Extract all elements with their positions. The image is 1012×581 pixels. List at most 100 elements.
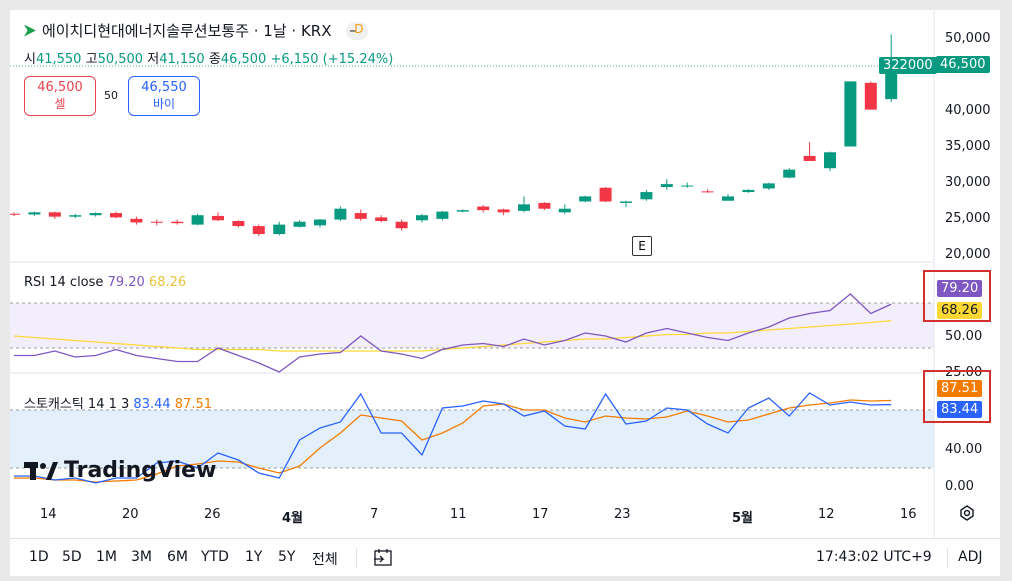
range-3m[interactable]: 3M <box>131 549 152 565</box>
candle-body <box>436 211 449 219</box>
rsi-ma-line <box>13 319 892 352</box>
range-1y[interactable]: 1Y <box>245 549 263 565</box>
time-axis-label: 16 <box>900 507 917 522</box>
highlight-box <box>923 270 991 322</box>
price-axis-label: 25,000 <box>945 211 991 226</box>
watermark-text: TradingView <box>64 458 217 483</box>
candle-body <box>10 213 20 215</box>
range-5y[interactable]: 5Y <box>278 549 296 565</box>
time-axis-label: 5월 <box>732 511 754 526</box>
candle-body <box>620 201 632 203</box>
symbol-legend[interactable]: 에이치디현대에너지솔루션보통주 · 1날 · KRX D <box>24 20 368 41</box>
symbol-title: 에이치디현대에너지솔루션보통주 · 1날 · KRX <box>42 22 332 40</box>
stoch-k-line <box>14 392 892 484</box>
tradingview-logo-icon <box>24 461 58 480</box>
sell-button[interactable]: 46,500 셀 <box>24 76 96 116</box>
stoch-title: 스토캐스틱 14 1 3 <box>24 397 130 412</box>
time-axis-label: 7 <box>370 507 379 522</box>
ohlc-values: 시41,550 고50,500 저41,150 종46,500 +6,150 (… <box>24 48 393 67</box>
earnings-event-marker[interactable]: E <box>632 236 652 256</box>
bottom-toolbar: 1D 5D 1M 3M 6M YTD 1Y 5Y 전체 17:43:02 UTC… <box>10 538 1000 577</box>
time-axis-label: 17 <box>532 507 549 522</box>
rsi-axis-label: 25.00 <box>945 365 983 380</box>
candle-body <box>416 215 428 221</box>
clock-time[interactable]: 17:43:02 UTC+9 <box>816 549 932 565</box>
candle-body <box>824 152 836 169</box>
stoch-axis-label: 40.00 <box>945 442 983 457</box>
buy-price: 46,550 <box>141 80 187 95</box>
range-5d[interactable]: 5D <box>62 549 82 565</box>
rsi-value-tag: 79.20 <box>937 280 983 297</box>
highlight-box <box>923 370 991 423</box>
price-axis-label: 50,000 <box>945 31 991 46</box>
candle-body <box>48 212 61 217</box>
candle-body <box>783 169 796 178</box>
range-6m[interactable]: 6M <box>167 549 188 565</box>
price-axis-label: 20,000 <box>945 247 991 262</box>
candle-body <box>191 215 204 225</box>
candle-body <box>497 209 510 213</box>
go-to-date-icon[interactable] <box>372 546 394 572</box>
spread-value: 50 <box>104 89 118 102</box>
rsi-ma-tag: 68.26 <box>937 302 983 319</box>
candle-body <box>293 221 306 227</box>
market-flag-icon <box>24 24 36 37</box>
candle-body <box>599 187 612 202</box>
adjust-button[interactable]: ADJ <box>958 549 983 565</box>
candle-body <box>742 189 755 193</box>
stoch-k-tag: 83.44 <box>937 401 983 418</box>
price-axis-label: 30,000 <box>945 175 991 190</box>
candle-body <box>681 185 694 187</box>
candle-body <box>456 210 469 212</box>
high-value: 50,500 <box>97 52 144 67</box>
price-axis-label: 35,000 <box>945 139 991 154</box>
range-1m[interactable]: 1M <box>96 549 117 565</box>
candle-body <box>660 184 673 188</box>
rsi-line <box>14 293 892 373</box>
candle-body <box>314 219 326 226</box>
candle-body <box>375 217 388 222</box>
candle-body <box>354 213 367 219</box>
time-axis-label: 4월 <box>282 511 304 526</box>
range-1d[interactable]: 1D <box>29 549 49 565</box>
candle-body <box>28 212 41 215</box>
rsi-band <box>10 303 934 348</box>
time-axis-label: 20 <box>122 507 139 522</box>
range-ytd[interactable]: YTD <box>201 549 229 565</box>
buy-label: 바이 <box>152 97 176 111</box>
stoch-legend[interactable]: 스토캐스틱 14 1 3 83.44 87.51 <box>24 393 212 412</box>
candle-body <box>273 224 286 235</box>
candle-body <box>640 192 653 200</box>
toolbar-divider <box>356 548 357 568</box>
candle-body <box>558 208 571 213</box>
candle-body <box>252 226 265 235</box>
sell-label: 셀 <box>54 97 66 111</box>
stoch-d-tag: 87.51 <box>937 380 983 397</box>
stoch-d-line <box>14 399 892 483</box>
rsi-legend[interactable]: RSI 14 close 79.20 68.26 <box>24 275 186 290</box>
stoch-k-value: 83.44 <box>133 397 171 412</box>
last-price-tag: 46,500 <box>936 56 990 73</box>
candle-body <box>844 81 857 147</box>
candle-body <box>150 221 163 223</box>
candle-body <box>762 183 775 189</box>
chart-canvas[interactable] <box>10 10 1000 538</box>
rsi-value: 79.20 <box>107 275 145 290</box>
candle-body <box>518 204 530 211</box>
sell-price: 46,500 <box>37 80 83 95</box>
open-value: 41,550 <box>35 52 82 67</box>
open-label: 시 <box>24 52 36 67</box>
candle-body <box>334 208 347 220</box>
settings-gear-icon[interactable] <box>958 504 976 526</box>
close-value: 46,500 <box>220 52 267 67</box>
candle-body <box>538 202 551 209</box>
tradingview-logo[interactable]: TradingView <box>24 458 216 483</box>
candle-body <box>864 82 877 110</box>
buy-button[interactable]: 46,550 바이 <box>128 76 200 116</box>
range-all[interactable]: 전체 <box>312 552 338 568</box>
low-value: 41,150 <box>159 52 205 67</box>
stoch-d-value: 87.51 <box>174 397 212 412</box>
candle-body <box>69 215 82 217</box>
price-axis-label: 40,000 <box>945 103 991 118</box>
low-label: 저 <box>147 52 160 67</box>
